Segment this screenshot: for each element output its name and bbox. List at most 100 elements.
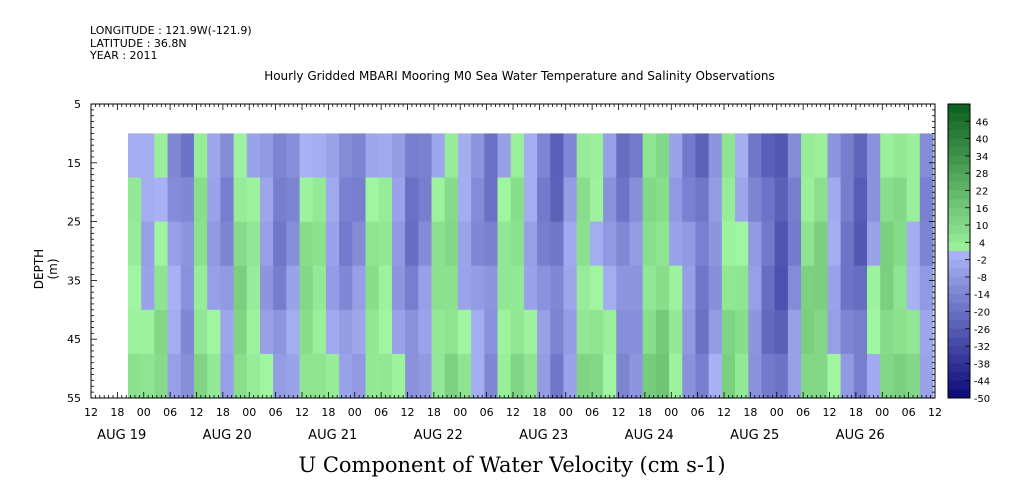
heatmap-cell [128, 133, 142, 179]
heatmap-cell [484, 309, 499, 355]
heatmap-cell [748, 353, 763, 399]
heatmap-cell [642, 221, 657, 267]
heatmap-cell [919, 133, 934, 179]
colorbar-bin [948, 216, 970, 226]
colorbar-label: 22 [976, 186, 989, 197]
heatmap-cell [352, 221, 367, 267]
heatmap-cell [853, 265, 868, 311]
heatmap-cell [827, 221, 842, 267]
heatmap-cell [273, 177, 287, 223]
heatmap-cell [735, 177, 749, 223]
colorbar-bin [948, 225, 970, 235]
heatmap-cell [141, 133, 155, 179]
heatmap-cell [589, 177, 604, 223]
heatmap-cell [365, 221, 380, 267]
heatmap-cell [471, 353, 485, 399]
heatmap-cell [431, 133, 446, 179]
heatmap-cell [193, 309, 208, 355]
heatmap-cell [444, 177, 459, 223]
heatmap-cell [748, 309, 763, 355]
colorbar-bin [948, 354, 970, 364]
x-tick-label: 00 [875, 406, 889, 419]
heatmap-cell [510, 309, 525, 355]
heatmap-cell [510, 353, 525, 399]
heatmap-cell [563, 177, 578, 223]
heatmap-cell [603, 221, 617, 267]
heatmap-cell [827, 353, 842, 399]
colorbar-bin [948, 285, 970, 295]
heatmap-cell [510, 177, 525, 223]
heatmap-cell [325, 265, 340, 311]
heatmap-cell [774, 265, 789, 311]
heatmap-cell [669, 133, 683, 179]
heatmap-cell [154, 309, 169, 355]
heatmap-cell [629, 309, 644, 355]
heatmap-cell [141, 265, 155, 311]
heatmap-cell [919, 353, 934, 399]
colorbar-bin [948, 259, 970, 269]
colorbar-bin [948, 380, 970, 390]
heatmap-cell [484, 265, 499, 311]
colorbar-bin [948, 121, 970, 131]
heatmap-cell [537, 177, 551, 223]
heatmap-cell [339, 309, 353, 355]
heatmap-cell [550, 133, 565, 179]
heatmap-cell [299, 309, 314, 355]
heatmap-cell [721, 353, 736, 399]
heatmap-cell [154, 265, 169, 311]
heatmap-cell [325, 353, 340, 399]
heatmap-cell [853, 309, 868, 355]
heatmap-cell [523, 177, 538, 223]
heatmap-cell [457, 309, 472, 355]
heatmap-cell [286, 133, 301, 179]
colorbar-bin [948, 363, 970, 373]
heatmap-cell [141, 221, 155, 267]
heatmap-cell [695, 177, 710, 223]
heatmap-cell [405, 221, 419, 267]
x-tick-label: 06 [796, 406, 810, 419]
heatmap-cell [444, 353, 459, 399]
heatmap-cell [141, 309, 155, 355]
x-tick-label: 12 [84, 406, 98, 419]
heatmap-cell [391, 133, 406, 179]
heatmap-cell [220, 309, 235, 355]
x-day-label: AUG 19 [97, 428, 146, 443]
heatmap-cell [629, 133, 644, 179]
heatmap-cell [919, 221, 934, 267]
heatmap-cell [365, 309, 380, 355]
x-day-label: AUG 22 [414, 428, 463, 443]
heatmap-cell [669, 353, 683, 399]
heatmap-cell [867, 265, 881, 311]
heatmap-cell [167, 265, 182, 311]
heatmap-cell [537, 265, 551, 311]
heatmap-cell [682, 309, 697, 355]
colorbar-frame [947, 103, 971, 399]
heatmap-cell [167, 221, 182, 267]
heatmap-cell [735, 353, 749, 399]
heatmap-cell [523, 353, 538, 399]
heatmap-cell [405, 177, 419, 223]
colorbar-bin [948, 311, 970, 321]
heatmap-cell [180, 177, 195, 223]
colorbar-label: 28 [976, 169, 989, 180]
heatmap-cell [352, 353, 367, 399]
metadata-block: LONGITUDE : 121.9W(-121.9) LATITUDE : 36… [90, 24, 252, 63]
heatmap-cell [589, 133, 604, 179]
heatmap-cell [708, 133, 723, 179]
colorbar-label: -38 [974, 359, 990, 370]
heatmap-cell [906, 221, 921, 267]
heatmap-cell [774, 353, 789, 399]
y-tick-label: 55 [67, 392, 81, 405]
heatmap-cell [787, 353, 802, 399]
heatmap-cell [721, 133, 736, 179]
heatmap-cell [339, 177, 353, 223]
heatmap-cell [523, 221, 538, 267]
colorbar-label: -20 [974, 308, 990, 319]
heatmap-cell [589, 265, 604, 311]
heatmap-cell [220, 177, 235, 223]
heatmap-cell [312, 265, 327, 311]
heatmap-cell [286, 353, 301, 399]
heatmap-cell [867, 309, 881, 355]
heatmap-cell [761, 177, 776, 223]
heatmap-cell [761, 133, 776, 179]
